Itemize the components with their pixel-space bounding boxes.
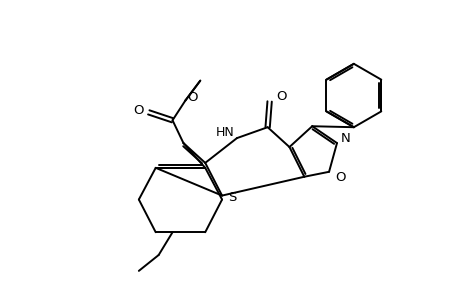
Text: S: S	[227, 191, 235, 204]
Text: O: O	[335, 171, 346, 184]
Text: N: N	[340, 132, 350, 145]
Text: O: O	[133, 104, 144, 117]
Text: O: O	[187, 91, 197, 104]
Text: O: O	[276, 90, 286, 103]
Text: HN: HN	[216, 126, 235, 139]
